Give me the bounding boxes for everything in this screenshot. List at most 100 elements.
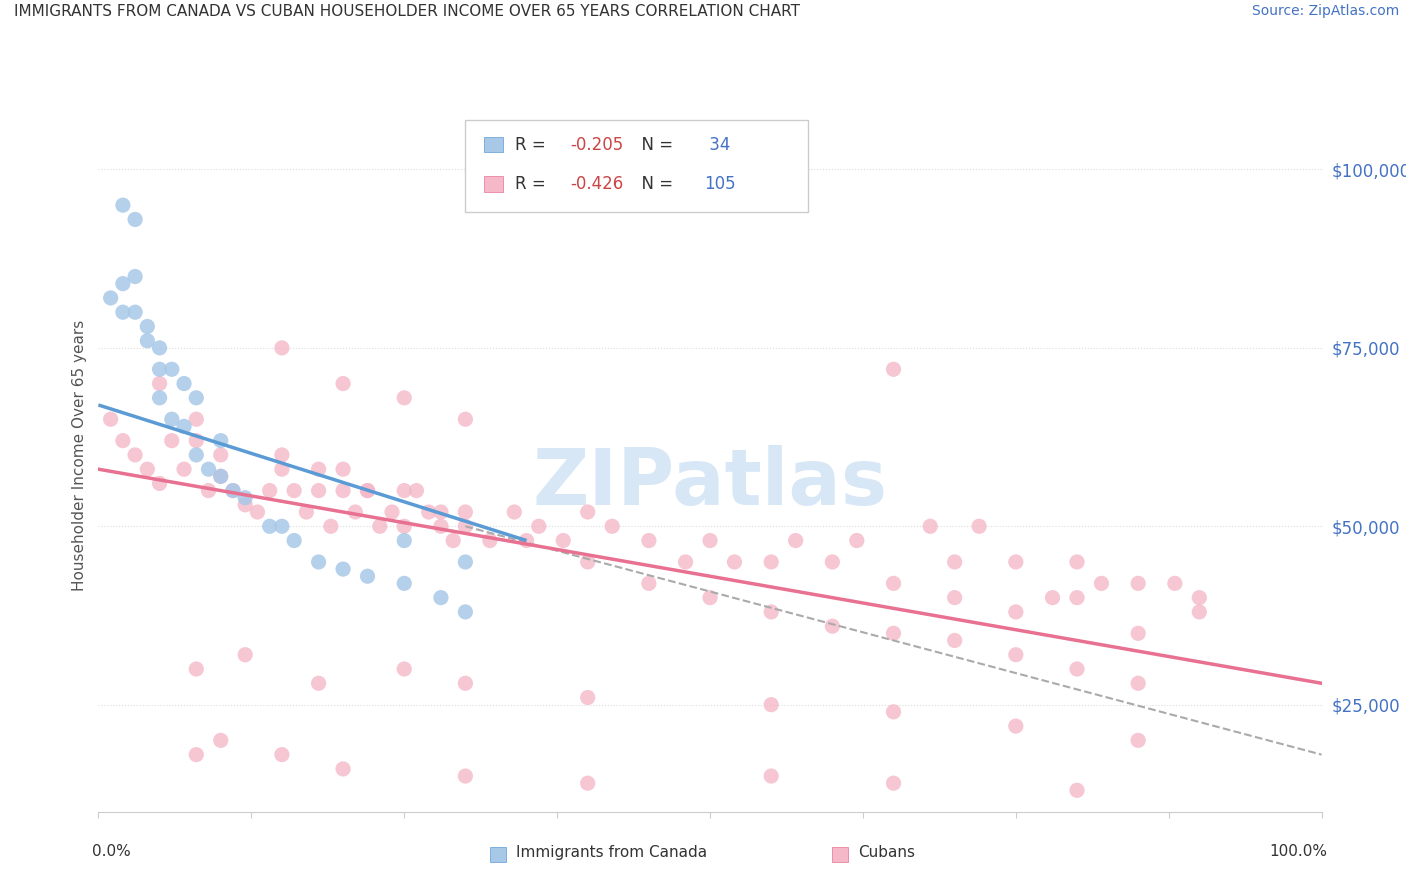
- Point: [136, 319, 159, 334]
- Point: [392, 391, 416, 405]
- Point: [332, 562, 354, 576]
- Text: -0.205: -0.205: [569, 136, 623, 153]
- Point: [392, 576, 416, 591]
- Point: [430, 519, 453, 533]
- Point: [308, 555, 330, 569]
- Point: [246, 505, 269, 519]
- Text: ZIPatlas: ZIPatlas: [533, 445, 887, 522]
- Point: [149, 391, 172, 405]
- Point: [454, 769, 477, 783]
- Point: [356, 569, 378, 583]
- Point: [149, 341, 172, 355]
- Point: [454, 555, 477, 569]
- Point: [699, 533, 721, 548]
- Point: [149, 476, 172, 491]
- Point: [576, 555, 599, 569]
- Point: [149, 376, 172, 391]
- Point: [392, 533, 416, 548]
- Point: [392, 519, 416, 533]
- Point: [332, 483, 354, 498]
- Point: [418, 505, 440, 519]
- Point: [761, 605, 783, 619]
- Point: [1042, 591, 1064, 605]
- Point: [761, 769, 783, 783]
- Point: [160, 362, 183, 376]
- Point: [100, 412, 122, 426]
- Text: Cubans: Cubans: [858, 845, 915, 860]
- Point: [209, 733, 232, 747]
- Point: [270, 448, 294, 462]
- Point: [222, 483, 245, 498]
- Point: [967, 519, 990, 533]
- Text: IMMIGRANTS FROM CANADA VS CUBAN HOUSEHOLDER INCOME OVER 65 YEARS CORRELATION CHA: IMMIGRANTS FROM CANADA VS CUBAN HOUSEHOL…: [14, 4, 800, 20]
- Y-axis label: Householder Income Over 65 years: Householder Income Over 65 years: [72, 319, 87, 591]
- Point: [233, 498, 256, 512]
- Point: [259, 483, 281, 498]
- Point: [576, 690, 599, 705]
- Point: [124, 448, 146, 462]
- Point: [883, 576, 905, 591]
- Point: [454, 505, 477, 519]
- Point: [943, 591, 966, 605]
- Point: [761, 698, 783, 712]
- Point: [441, 533, 464, 548]
- Point: [1004, 719, 1026, 733]
- Point: [270, 519, 294, 533]
- Text: N =: N =: [631, 175, 678, 193]
- Point: [1188, 591, 1211, 605]
- Point: [368, 519, 391, 533]
- Point: [637, 533, 661, 548]
- Point: [943, 633, 966, 648]
- Point: [454, 676, 477, 690]
- Point: [392, 483, 416, 498]
- Point: [186, 391, 208, 405]
- Point: [160, 434, 183, 448]
- Point: [920, 519, 942, 533]
- Text: 0.0%: 0.0%: [93, 844, 131, 859]
- Point: [699, 591, 721, 605]
- Point: [283, 533, 305, 548]
- Point: [149, 362, 172, 376]
- Point: [100, 291, 122, 305]
- Point: [111, 277, 134, 291]
- Point: [111, 305, 134, 319]
- Point: [209, 469, 232, 483]
- Point: [233, 491, 256, 505]
- Text: -0.426: -0.426: [569, 175, 623, 193]
- Point: [186, 747, 208, 762]
- Point: [209, 434, 232, 448]
- Point: [600, 519, 623, 533]
- Point: [197, 483, 219, 498]
- Text: 105: 105: [704, 175, 735, 193]
- Point: [883, 705, 905, 719]
- Point: [454, 412, 477, 426]
- Point: [1004, 648, 1026, 662]
- Point: [319, 519, 342, 533]
- Point: [283, 483, 305, 498]
- Point: [356, 483, 378, 498]
- Point: [186, 412, 208, 426]
- Text: 34: 34: [704, 136, 731, 153]
- Bar: [832, 847, 848, 862]
- Point: [1128, 576, 1150, 591]
- Point: [527, 519, 550, 533]
- Point: [1004, 555, 1026, 569]
- Point: [173, 462, 195, 476]
- Point: [308, 483, 330, 498]
- Point: [332, 376, 354, 391]
- Point: [186, 448, 208, 462]
- Text: Source: ZipAtlas.com: Source: ZipAtlas.com: [1251, 4, 1399, 19]
- Point: [1164, 576, 1187, 591]
- Point: [259, 519, 281, 533]
- Point: [553, 533, 575, 548]
- Point: [111, 198, 134, 212]
- Point: [723, 555, 745, 569]
- Point: [356, 483, 378, 498]
- Point: [1066, 783, 1088, 797]
- Point: [516, 533, 538, 548]
- Point: [136, 334, 159, 348]
- Point: [503, 505, 526, 519]
- Point: [136, 462, 159, 476]
- Point: [454, 605, 477, 619]
- Point: [1066, 591, 1088, 605]
